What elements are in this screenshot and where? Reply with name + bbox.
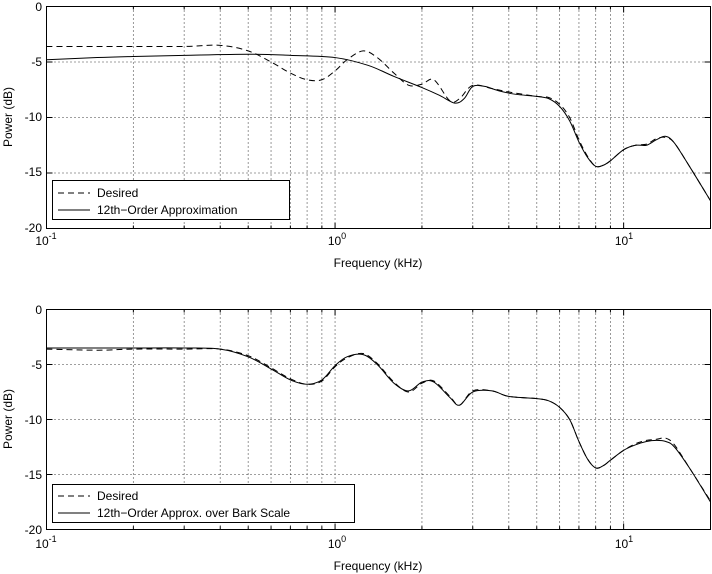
bottom-chart-legend: Desired 12th−Order Approx. over Bark Sca… [52, 484, 355, 523]
x-tick-label: 10-1 [35, 231, 56, 248]
y-tick-label: -15 [25, 165, 43, 179]
top-chart-y-ticks: 0 -5 -10 -15 -20 [25, 0, 43, 235]
legend-label-bark-approximation: 12th−Order Approx. over Bark Scale [97, 506, 290, 520]
y-tick-label: -5 [31, 358, 42, 372]
top-chart-x-axis-label: Frequency (kHz) [334, 256, 423, 270]
y-tick-label: -20 [25, 221, 43, 235]
legend-label-approximation: 12th−Order Approximation [97, 203, 237, 217]
x-tick-label: 100 [328, 534, 346, 551]
bottom-chart-frame [46, 309, 711, 530]
top-chart: 0 -5 -10 -15 -20 10-1 100 101 Frequency … [1, 0, 711, 270]
y-tick-label: 0 [35, 303, 42, 317]
bottom-chart: 0 -5 -10 -15 -20 10-1 100 101 Frequency … [1, 303, 711, 573]
x-tick-label: 101 [615, 534, 633, 551]
top-chart-legend: Desired 12th−Order Approximation [52, 180, 290, 220]
x-tick-label: 100 [328, 231, 346, 248]
top-chart-y-axis-label: Power (dB) [1, 87, 15, 147]
x-tick-label: 10-1 [35, 534, 56, 551]
series-line-approximation [46, 53, 711, 202]
legend-box [52, 484, 355, 523]
series-line-approximation [46, 347, 711, 503]
y-tick-label: -5 [31, 55, 42, 69]
bottom-chart-x-axis-label: Frequency (kHz) [334, 559, 423, 573]
y-tick-label: -10 [25, 413, 43, 427]
series-line-desired [46, 44, 711, 202]
series-line-desired [46, 348, 711, 502]
top-chart-frame [46, 6, 711, 229]
y-tick-label: 0 [35, 0, 42, 14]
bottom-chart-y-axis-label: Power (dB) [1, 389, 15, 449]
top-chart-x-ticks: 10-1 100 101 [35, 231, 633, 248]
y-tick-label: -15 [25, 468, 43, 482]
legend-label-desired: Desired [97, 186, 138, 200]
bottom-chart-y-ticks: 0 -5 -10 -15 -20 [25, 303, 43, 537]
legend-box [52, 180, 290, 220]
y-tick-label: -10 [25, 110, 43, 124]
bottom-chart-x-ticks: 10-1 100 101 [35, 534, 633, 551]
x-tick-label: 101 [615, 231, 633, 248]
y-tick-label: -20 [25, 523, 43, 537]
top-chart-series [46, 44, 711, 202]
bottom-chart-series [46, 347, 711, 503]
legend-label-desired: Desired [97, 489, 138, 503]
